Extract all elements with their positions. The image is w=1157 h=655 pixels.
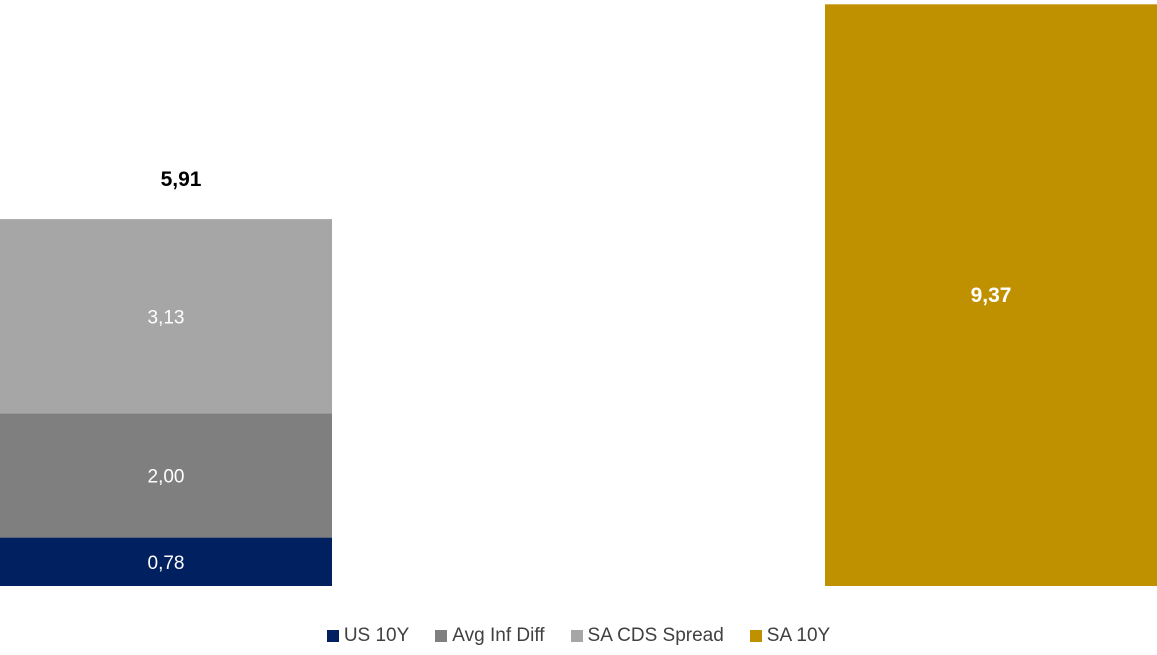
data-label-sa-cds-spread: 3,13	[148, 307, 185, 328]
legend-swatch	[749, 630, 762, 642]
legend-item-sa-cds-spread: SA CDS Spread	[570, 625, 724, 647]
legend-swatch	[326, 630, 339, 642]
legend-label: SA CDS Spread	[587, 625, 724, 646]
legend-swatch	[435, 630, 448, 642]
data-label-avg-inf-diff: 2,00	[148, 466, 185, 487]
bar-sa-cds-spread	[0, 219, 332, 414]
legend-label: Avg Inf Diff	[452, 625, 545, 646]
legend-swatch	[570, 630, 583, 642]
bar-us-10y	[0, 537, 332, 586]
legend-item-us-10y: US 10Y	[326, 625, 410, 647]
bar-avg-inf-diff	[0, 413, 332, 538]
data-label-sa-10y: 9,37	[971, 284, 1012, 307]
legend-label: SA 10Y	[766, 625, 831, 646]
total-label: 5,91	[161, 168, 202, 191]
data-label-us-10y: 0,78	[148, 553, 185, 574]
legend-item-avg-inf-diff: Avg Inf Diff	[435, 625, 545, 647]
bar-sa-10y	[825, 4, 1157, 586]
legend-item-sa-10y: SA 10Y	[749, 625, 831, 647]
legend-label: US 10Y	[343, 625, 410, 646]
chart-legend: US 10Y Avg Inf Diff SA CDS Spread SA 10Y	[0, 625, 1157, 647]
